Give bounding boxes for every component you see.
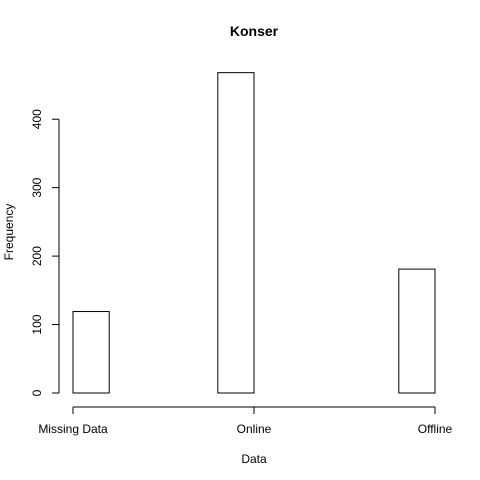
- x-tick-label: Online: [237, 422, 272, 436]
- y-tick-label: 200: [30, 246, 44, 266]
- bars-group: [72, 72, 436, 394]
- bar-offline: [398, 268, 436, 394]
- x-axis-label: Data: [241, 452, 267, 466]
- y-tick-label: 100: [30, 314, 44, 334]
- y-tick-label: 400: [30, 109, 44, 129]
- y-tick-label: 0: [30, 389, 44, 396]
- bar-missing-data: [72, 311, 110, 394]
- y-tick-label: 300: [30, 177, 44, 197]
- x-tick-label: Offline: [418, 422, 453, 436]
- y-axis: 0 100 200 300 400: [30, 109, 60, 396]
- chart-title: Konser: [230, 23, 279, 39]
- bar-online: [217, 72, 255, 394]
- x-axis: Missing Data Online Offline: [38, 406, 453, 436]
- y-axis-label: Frequency: [2, 204, 16, 261]
- x-tick-label: Missing Data: [38, 422, 108, 436]
